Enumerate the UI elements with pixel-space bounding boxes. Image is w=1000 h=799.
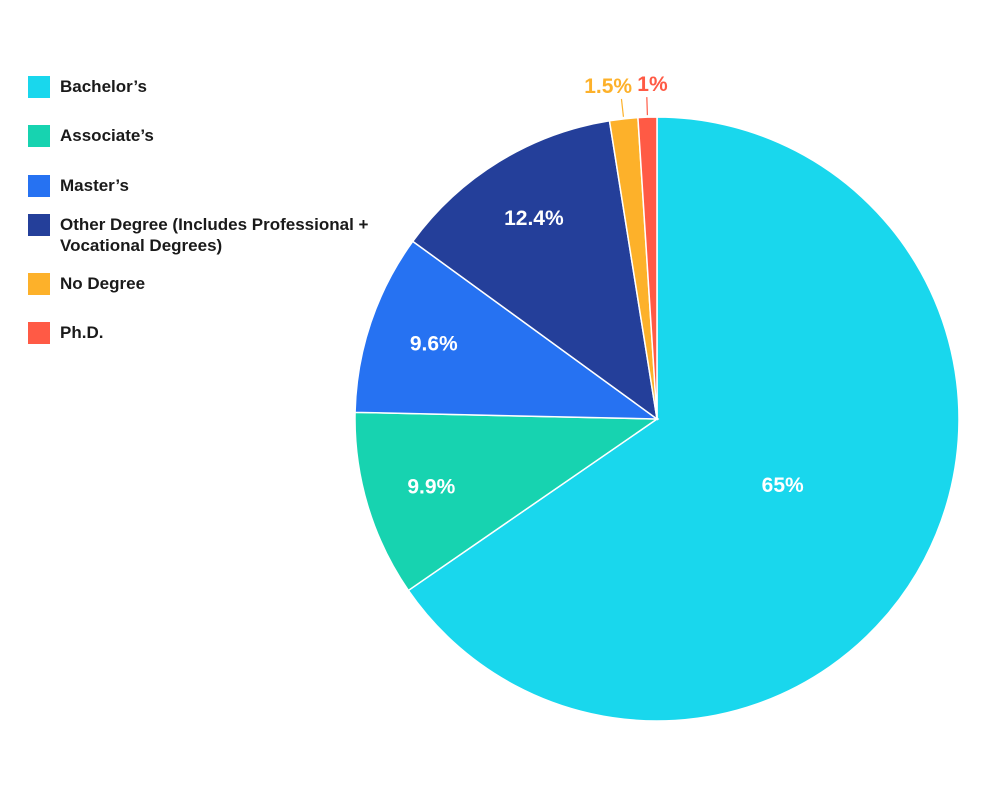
pie-slice-bachelors [407, 116, 960, 722]
legend-label-associates: Associate’s [60, 126, 154, 145]
pie-slice-other-degree [411, 119, 659, 421]
legend-label-bachelors: Bachelor’s [60, 77, 147, 96]
legend-swatch-bachelors [28, 76, 50, 98]
legend-label-phd: Ph.D. [60, 323, 104, 342]
legend-label-other-degree: Other Degree (Includes Professional + Vo… [60, 215, 369, 255]
legend-swatch-other-degree [28, 214, 50, 236]
legend-swatch-no-degree [28, 273, 50, 295]
slice-label-bachelors: 65% [762, 474, 804, 497]
legend-label-no-degree: No Degree [60, 274, 146, 293]
slice-label-masters: 9.6% [410, 333, 458, 356]
pie-slices [354, 116, 960, 722]
legend-item-masters: Master’s [28, 175, 400, 197]
legend-item-phd: Ph.D. [28, 322, 400, 344]
legend-swatch-associates [28, 125, 50, 147]
legend-item-bachelors: Bachelor’s [28, 76, 400, 98]
slice-label-other-degree: 12.4% [504, 207, 564, 230]
legend-label-masters: Master’s [60, 176, 129, 195]
slice-label-no-degree: 1.5% [584, 75, 632, 98]
legend-item-no-degree: No Degree [28, 273, 400, 295]
legend-item-other-degree: Other Degree (Includes Professional + Vo… [28, 214, 400, 256]
pie-slice-masters [354, 240, 660, 420]
slice-label-associates: 9.9% [407, 476, 455, 499]
pie-labels: 65% 9.9% 9.6% 12.4% 1.5% 1% [407, 73, 804, 498]
legend-swatch-phd [28, 322, 50, 344]
leader-line-no-degree [620, 98, 625, 117]
pie-slice-associates [354, 411, 660, 592]
legend-item-associates: Associate’s [28, 125, 400, 147]
legend-swatch-masters [28, 175, 50, 197]
slice-label-phd: 1% [637, 73, 668, 96]
pie-slice-phd [637, 116, 658, 420]
leader-line-phd [646, 97, 648, 116]
